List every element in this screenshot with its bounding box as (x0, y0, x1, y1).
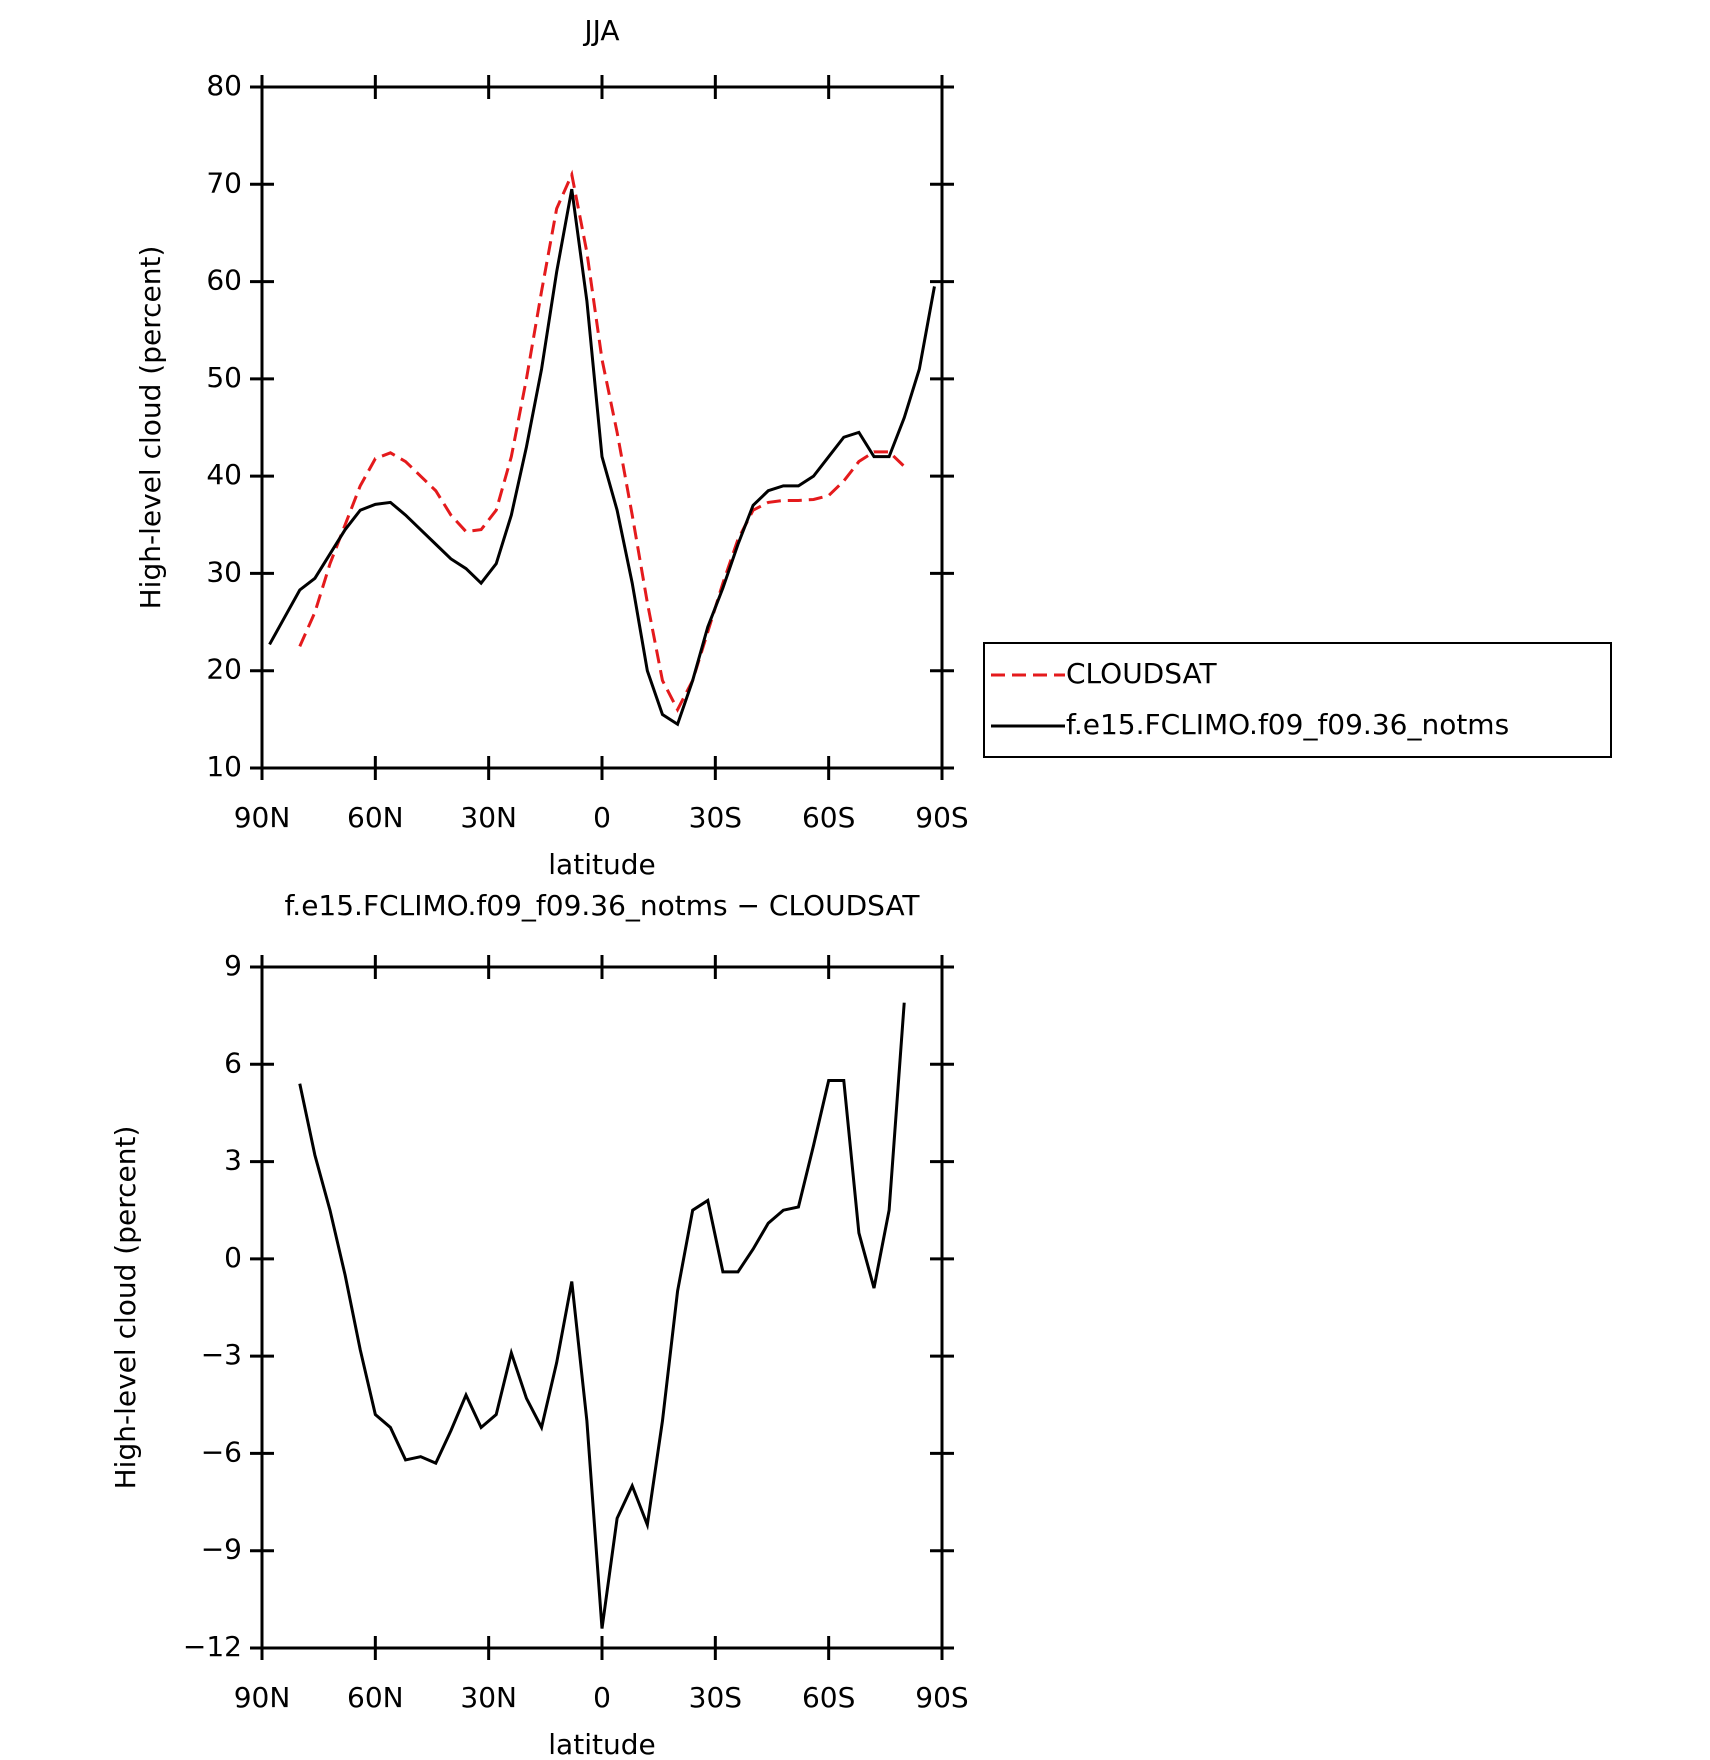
x-axis-title: latitude (548, 1728, 655, 1756)
y-tick-label: −12 (183, 1630, 242, 1663)
x-tick-label: 90S (915, 1681, 968, 1714)
x-tick-label: 30S (689, 1681, 742, 1714)
y-tick-label: −6 (201, 1435, 242, 1468)
plot-frame (260, 965, 944, 1650)
y-tick-label: 60 (206, 264, 242, 297)
x-tick-label: 30S (689, 801, 742, 834)
x-tick-label: 60N (347, 1681, 404, 1714)
x-tick-label: 30N (460, 801, 517, 834)
y-tick-label: 50 (206, 361, 242, 394)
y-axis-title: High-level cloud (percent) (109, 1126, 142, 1490)
y-tick-label: 30 (206, 555, 242, 588)
x-tick-label: 30N (460, 1681, 517, 1714)
x-tick-label: 90N (234, 801, 291, 834)
y-tick-label: 20 (206, 653, 242, 686)
x-axis-title: latitude (548, 848, 655, 881)
plot-frame (260, 85, 944, 770)
legend-box (983, 642, 1612, 758)
y-tick-label: 80 (206, 69, 242, 102)
chart-title: JJA (582, 14, 619, 47)
x-tick-label: 0 (593, 801, 611, 834)
y-tick-label: 6 (224, 1046, 242, 1079)
legend-label: f.e15.FCLIMO.f09_f09.36_notms (1066, 708, 1509, 741)
y-tick-label: −9 (201, 1533, 242, 1566)
y-tick-label: 10 (206, 750, 242, 783)
x-tick-label: 60S (802, 801, 855, 834)
x-tick-label: 0 (593, 1681, 611, 1714)
y-tick-label: 40 (206, 458, 242, 491)
data-line (298, 1002, 906, 1629)
x-tick-label: 60S (802, 1681, 855, 1714)
chart-title: f.e15.FCLIMO.f09_f09.36_notms − CLOUDSAT (284, 889, 920, 922)
y-tick-label: 70 (206, 166, 242, 199)
x-tick-label: 90N (234, 1681, 291, 1714)
legend-label: CLOUDSAT (1066, 657, 1218, 690)
y-tick-label: 9 (224, 949, 242, 982)
x-tick-label: 60N (347, 801, 404, 834)
x-tick-label: 90S (915, 801, 968, 834)
y-tick-label: 0 (224, 1241, 242, 1274)
y-tick-label: 3 (224, 1144, 242, 1177)
data-line (268, 188, 936, 727)
y-tick-label: −3 (201, 1338, 242, 1371)
y-axis-title: High-level cloud (percent) (134, 246, 167, 610)
